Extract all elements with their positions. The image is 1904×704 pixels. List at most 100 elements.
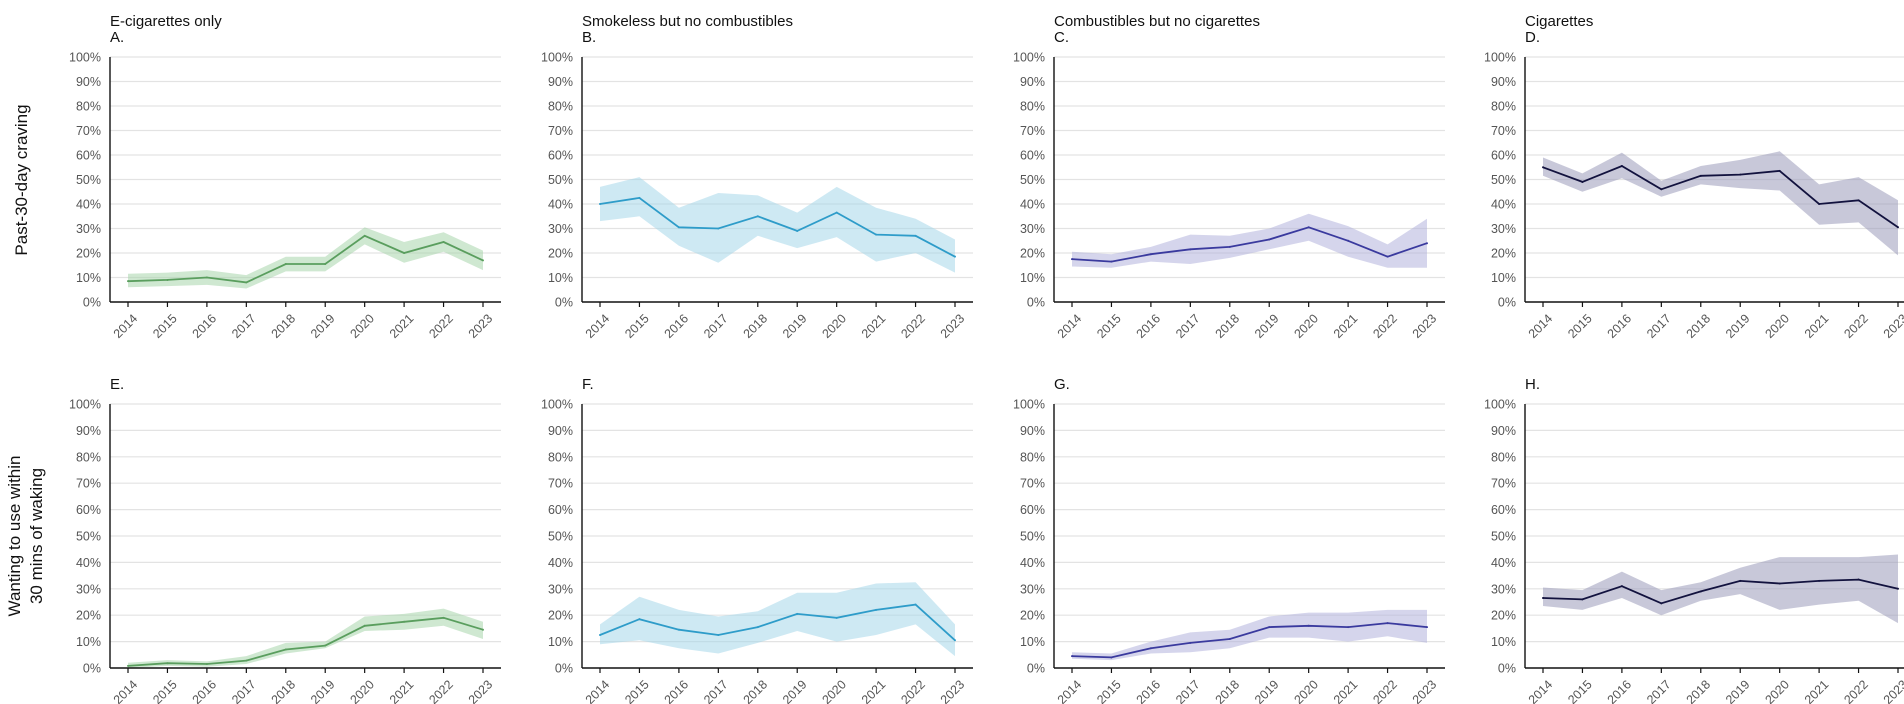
panel-title: E-cigarettes only — [110, 13, 222, 30]
y-tick-label: 0% — [1027, 662, 1045, 676]
x-tick-label: 2017 — [1173, 311, 1203, 341]
x-tick-label: 2016 — [662, 677, 692, 704]
x-tick-label: 2015 — [622, 677, 652, 704]
x-tick-label: 2014 — [583, 677, 613, 704]
y-tick-label: 100% — [1013, 51, 1045, 65]
x-tick-label: 2016 — [662, 311, 692, 341]
data-point — [1660, 188, 1663, 191]
y-tick-label: 40% — [76, 198, 101, 212]
y-tick-label: 10% — [1491, 271, 1516, 285]
data-point — [1110, 656, 1113, 659]
y-tick-label: 0% — [1498, 662, 1516, 676]
x-tick-label: 2018 — [1213, 677, 1243, 704]
x-tick-label: 2015 — [622, 311, 652, 341]
x-tick-label: 2023 — [1881, 311, 1904, 341]
data-point — [914, 603, 917, 606]
panel-letter: A. — [110, 29, 124, 46]
x-tick-label: 2014 — [111, 677, 141, 704]
x-tick-label: 2017 — [1644, 311, 1674, 341]
data-point — [324, 263, 327, 266]
data-point — [1581, 180, 1584, 183]
panel-letter: F. — [582, 376, 594, 393]
x-tick-label: 2019 — [308, 677, 338, 704]
data-point — [324, 644, 327, 647]
y-tick-label: 0% — [555, 296, 573, 310]
y-tick-label: 70% — [1491, 124, 1516, 138]
x-tick-label: 2019 — [1723, 677, 1753, 704]
x-tick-label: 2019 — [780, 677, 810, 704]
y-tick-label: 40% — [76, 556, 101, 570]
y-tick-label: 60% — [1491, 149, 1516, 163]
y-tick-label: 80% — [1491, 450, 1516, 464]
y-tick-label: 80% — [76, 450, 101, 464]
x-tick-label: 2023 — [1410, 311, 1440, 341]
y-tick-label: 40% — [1020, 198, 1045, 212]
data-point — [245, 659, 248, 662]
data-point — [1268, 238, 1271, 241]
panel-letter: C. — [1054, 29, 1069, 46]
y-tick-label: 40% — [1491, 556, 1516, 570]
x-tick-label: 2018 — [1684, 677, 1714, 704]
y-tick-label: 90% — [1491, 424, 1516, 438]
x-tick-label: 2020 — [347, 311, 377, 341]
x-tick-label: 2016 — [1605, 677, 1635, 704]
x-tick-label: 2016 — [1134, 311, 1164, 341]
y-tick-label: 90% — [1020, 424, 1045, 438]
data-point — [363, 624, 366, 627]
confidence-band — [128, 227, 483, 289]
x-tick-label: 2015 — [1565, 311, 1595, 341]
y-tick-label: 100% — [1013, 398, 1045, 412]
x-tick-label: 2018 — [741, 677, 771, 704]
y-tick-label: 20% — [76, 247, 101, 261]
x-tick-label: 2015 — [1094, 677, 1124, 704]
confidence-band — [128, 608, 483, 668]
x-tick-label: 2022 — [426, 311, 456, 341]
confidence-band — [600, 582, 955, 657]
x-tick-label: 2022 — [1841, 311, 1871, 341]
y-tick-label: 30% — [1020, 222, 1045, 236]
y-tick-label: 40% — [1020, 556, 1045, 570]
x-tick-label: 2021 — [859, 677, 889, 704]
x-tick-label: 2020 — [1291, 311, 1321, 341]
x-tick-label: 2016 — [190, 311, 220, 341]
y-tick-label: 30% — [548, 222, 573, 236]
y-tick-label: 100% — [1484, 51, 1516, 65]
data-point — [638, 196, 641, 199]
y-tick-label: 90% — [1491, 75, 1516, 89]
confidence-band — [1072, 609, 1427, 661]
panel-letter: D. — [1525, 29, 1540, 46]
y-tick-label: 100% — [541, 398, 573, 412]
data-point — [796, 229, 799, 232]
y-tick-label: 60% — [548, 149, 573, 163]
panel-title: Combustibles but no cigarettes — [1054, 13, 1260, 30]
x-tick-label: 2018 — [269, 311, 299, 341]
panel-letter: E. — [110, 376, 124, 393]
y-tick-label: 90% — [1020, 75, 1045, 89]
y-tick-label: 50% — [1491, 530, 1516, 544]
x-tick-label: 2017 — [701, 311, 731, 341]
data-point — [442, 240, 445, 243]
chart-panel-g: G. 0% 10% 20% 30% 40% 50% 60% 70% 80% 90% 100% 2014 2… — [1013, 376, 1445, 704]
data-point — [1347, 239, 1350, 242]
x-tick-label: 2019 — [308, 311, 338, 341]
data-point — [914, 234, 917, 237]
x-tick-label: 2023 — [466, 677, 496, 704]
x-tick-label: 2021 — [1802, 677, 1832, 704]
data-point — [1857, 199, 1860, 202]
x-tick-label: 2022 — [426, 677, 456, 704]
y-tick-label: 10% — [76, 635, 101, 649]
x-tick-label: 2015 — [1094, 311, 1124, 341]
y-tick-label: 0% — [83, 662, 101, 676]
data-point — [954, 639, 956, 642]
chart-panel-h: H. 0% 10% 20% 30% 40% 50% 60% 70% 80% 90% 100% 2014 2… — [1484, 376, 1904, 704]
y-tick-label: 50% — [76, 173, 101, 187]
data-point — [205, 276, 208, 279]
data-point — [1542, 166, 1544, 169]
data-point — [1071, 655, 1073, 658]
y-tick-label: 20% — [76, 609, 101, 623]
y-tick-label: 70% — [1020, 124, 1045, 138]
y-tick-label: 70% — [1491, 477, 1516, 491]
y-tick-label: 10% — [548, 271, 573, 285]
x-tick-label: 2023 — [466, 311, 496, 341]
